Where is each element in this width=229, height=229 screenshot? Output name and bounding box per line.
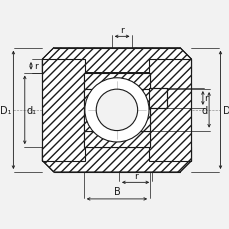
Polygon shape bbox=[42, 49, 191, 73]
Text: d₁: d₁ bbox=[26, 105, 36, 115]
Circle shape bbox=[85, 78, 148, 142]
Circle shape bbox=[96, 90, 137, 131]
Polygon shape bbox=[137, 90, 149, 131]
Text: r: r bbox=[33, 62, 37, 71]
Polygon shape bbox=[83, 131, 149, 147]
Text: D: D bbox=[222, 105, 229, 115]
Polygon shape bbox=[83, 90, 96, 131]
Text: B: B bbox=[113, 187, 120, 196]
Polygon shape bbox=[148, 89, 166, 108]
Text: d: d bbox=[200, 105, 207, 115]
Text: r: r bbox=[120, 26, 123, 35]
Text: r: r bbox=[204, 94, 207, 103]
Text: r: r bbox=[133, 171, 137, 180]
Polygon shape bbox=[42, 147, 191, 172]
Polygon shape bbox=[42, 60, 85, 161]
Polygon shape bbox=[83, 73, 149, 90]
Text: D₁: D₁ bbox=[0, 105, 11, 115]
Polygon shape bbox=[148, 60, 191, 161]
